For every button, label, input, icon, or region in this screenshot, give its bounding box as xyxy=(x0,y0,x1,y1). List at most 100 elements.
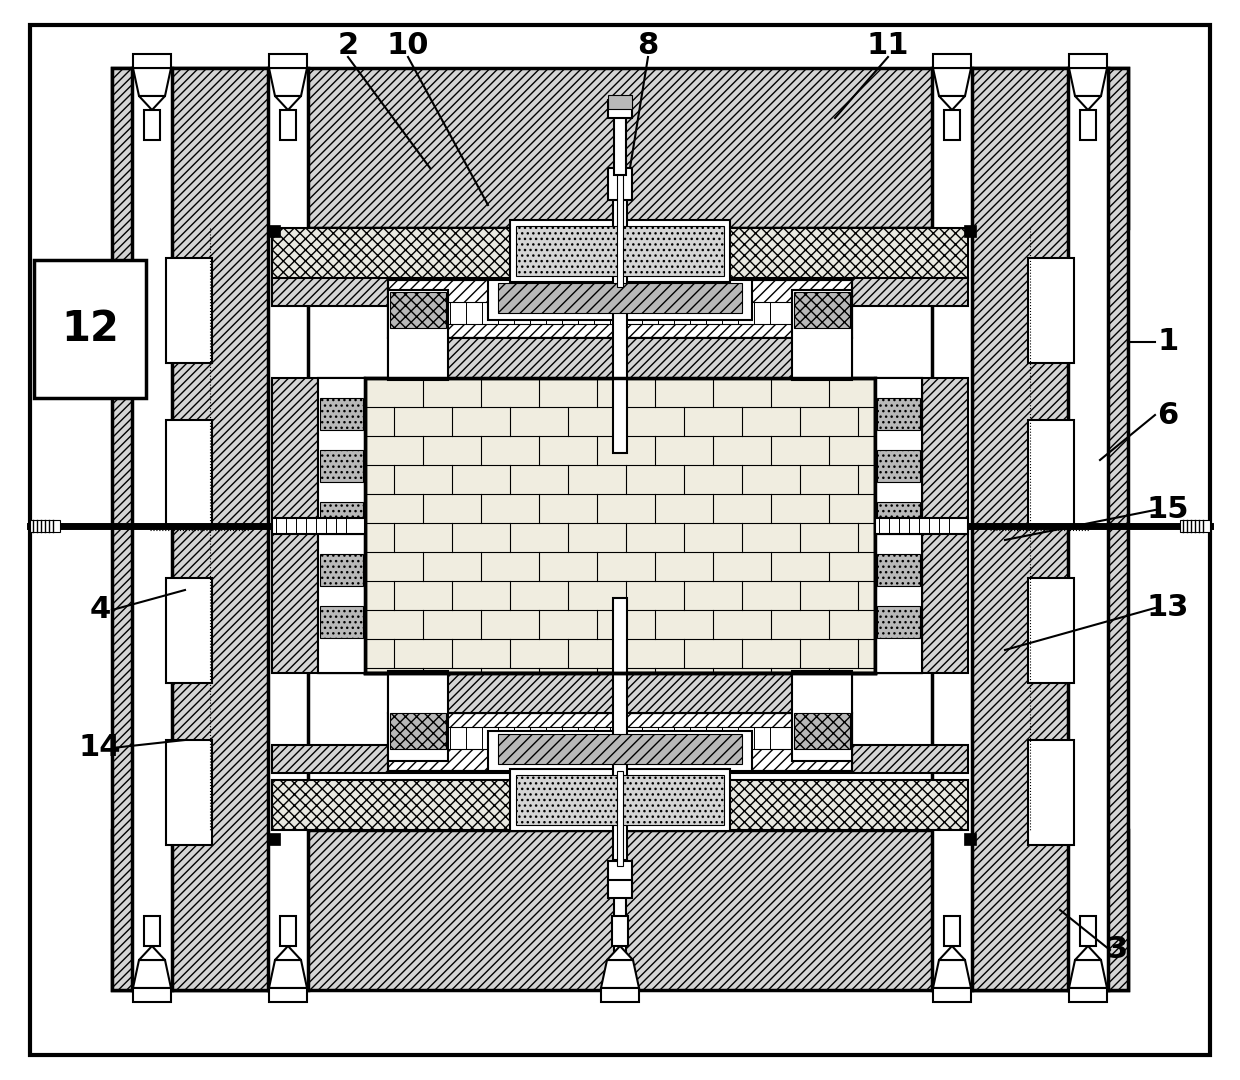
Bar xyxy=(618,771,622,866)
Bar xyxy=(489,731,751,771)
Bar xyxy=(877,399,920,430)
Polygon shape xyxy=(1075,946,1101,960)
Bar xyxy=(33,260,146,399)
Bar xyxy=(131,68,172,990)
Polygon shape xyxy=(1069,68,1107,96)
Bar xyxy=(875,518,968,534)
Bar xyxy=(268,225,280,237)
Text: 12: 12 xyxy=(61,308,119,350)
Bar xyxy=(944,110,960,140)
Bar xyxy=(932,54,971,68)
Bar xyxy=(794,292,849,328)
Bar xyxy=(1028,740,1074,845)
Bar xyxy=(280,916,296,946)
Polygon shape xyxy=(275,96,301,110)
Text: 3: 3 xyxy=(1107,935,1128,964)
Bar xyxy=(875,378,968,673)
Bar xyxy=(388,671,448,761)
Bar xyxy=(1080,916,1096,946)
Bar xyxy=(166,578,212,683)
Text: 8: 8 xyxy=(637,30,658,59)
Bar xyxy=(280,110,296,140)
Bar xyxy=(614,886,626,961)
Text: 6: 6 xyxy=(1157,401,1179,430)
Bar xyxy=(30,519,60,532)
Bar xyxy=(166,420,212,525)
Bar xyxy=(498,283,742,313)
Text: 4: 4 xyxy=(89,595,110,624)
Text: 1: 1 xyxy=(1157,327,1179,356)
Bar xyxy=(877,554,920,586)
Bar xyxy=(932,988,971,1002)
Bar xyxy=(932,68,972,990)
Bar xyxy=(269,988,308,1002)
Bar xyxy=(166,740,212,845)
Polygon shape xyxy=(932,960,971,988)
Polygon shape xyxy=(139,96,165,110)
Bar xyxy=(144,110,160,140)
Bar xyxy=(1028,420,1074,525)
Polygon shape xyxy=(269,68,308,96)
Bar xyxy=(944,916,960,946)
Bar xyxy=(388,673,852,713)
Bar xyxy=(1068,68,1109,990)
Bar xyxy=(388,280,852,338)
Bar xyxy=(1028,578,1074,683)
Polygon shape xyxy=(133,960,171,988)
Bar xyxy=(432,302,808,324)
Bar xyxy=(608,168,632,200)
Bar xyxy=(1028,258,1074,363)
Bar xyxy=(272,378,365,673)
Bar xyxy=(601,988,639,1002)
Bar xyxy=(272,278,968,306)
Bar xyxy=(388,280,852,338)
Bar xyxy=(489,280,751,320)
Bar xyxy=(268,833,280,845)
Polygon shape xyxy=(275,946,301,960)
Bar xyxy=(320,502,363,534)
Bar xyxy=(875,378,923,673)
Bar xyxy=(320,606,363,638)
Bar xyxy=(613,168,627,453)
Bar xyxy=(613,598,627,860)
Polygon shape xyxy=(939,946,965,960)
Bar xyxy=(272,518,365,534)
Bar xyxy=(608,100,632,118)
Bar xyxy=(963,225,976,237)
Bar xyxy=(166,258,212,363)
Bar xyxy=(133,988,171,1002)
Bar xyxy=(388,713,852,771)
Bar xyxy=(391,292,446,328)
Polygon shape xyxy=(932,68,971,96)
Polygon shape xyxy=(1075,96,1101,110)
Polygon shape xyxy=(608,946,632,960)
Polygon shape xyxy=(1069,960,1107,988)
Bar xyxy=(144,916,160,946)
Polygon shape xyxy=(269,960,308,988)
Bar xyxy=(317,378,365,673)
Polygon shape xyxy=(139,946,165,960)
Text: 15: 15 xyxy=(1147,496,1189,525)
Bar xyxy=(613,916,627,946)
Bar xyxy=(877,502,920,534)
Bar xyxy=(388,291,448,380)
Bar xyxy=(875,378,923,673)
Bar xyxy=(792,671,852,761)
Bar xyxy=(317,378,365,673)
Bar xyxy=(516,226,724,276)
Bar xyxy=(365,378,875,673)
Bar xyxy=(432,727,808,750)
Bar xyxy=(516,775,724,825)
Bar xyxy=(510,220,730,282)
Bar xyxy=(1069,988,1107,1002)
Bar xyxy=(608,880,632,897)
Bar xyxy=(365,378,875,673)
Bar xyxy=(272,228,968,831)
Bar xyxy=(272,745,968,773)
Bar xyxy=(268,68,308,990)
Bar xyxy=(614,100,626,175)
Polygon shape xyxy=(939,96,965,110)
Bar xyxy=(112,68,1128,228)
Polygon shape xyxy=(601,960,639,988)
Bar xyxy=(618,162,622,287)
